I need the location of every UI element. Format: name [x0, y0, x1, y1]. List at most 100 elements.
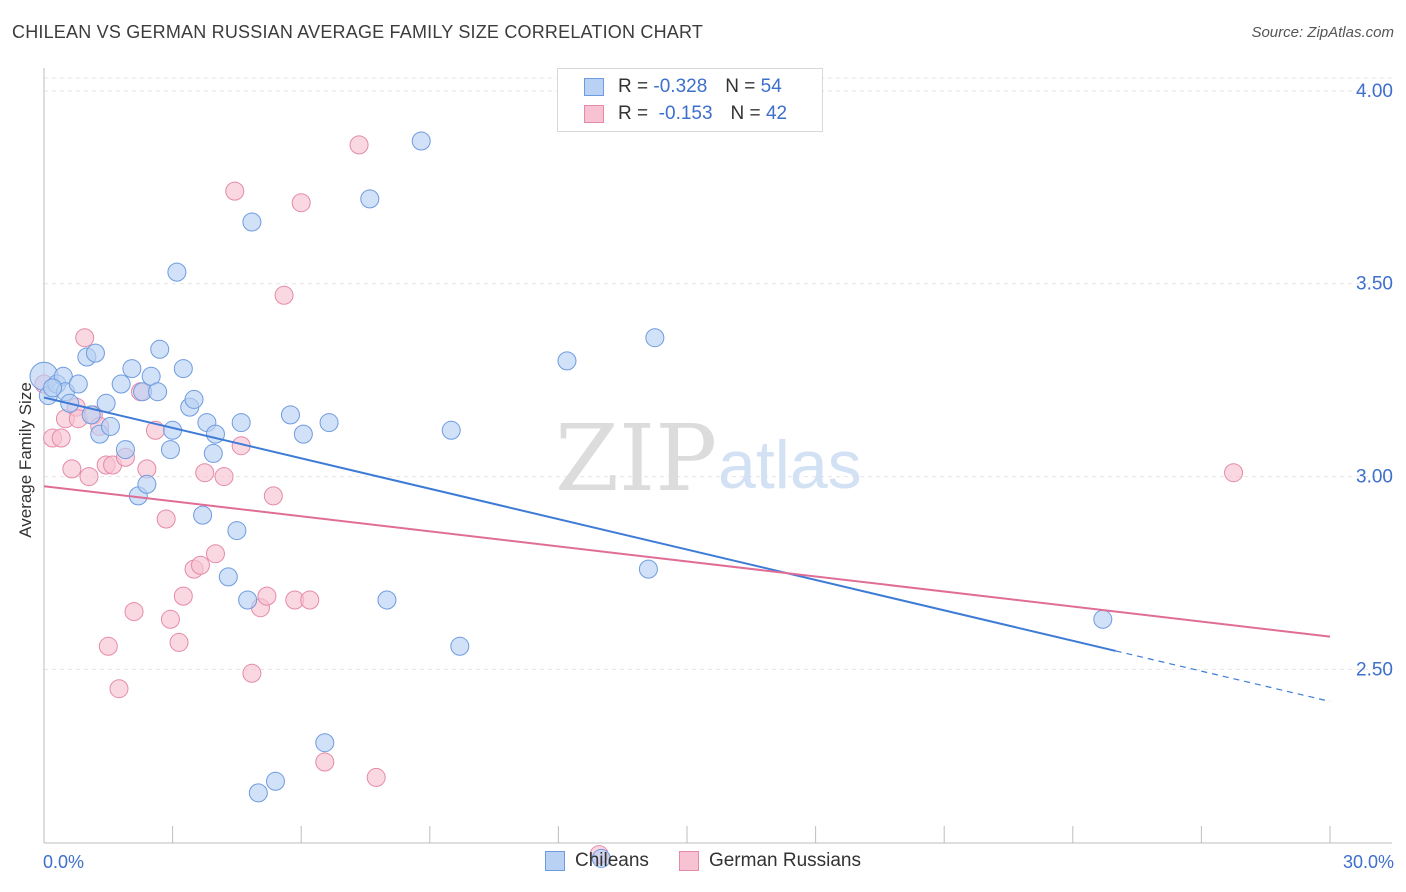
chileans-point-20: [148, 382, 168, 402]
chileans-point-22: [160, 440, 180, 460]
r-label: R =: [618, 76, 649, 97]
chileans-point-32: [218, 567, 238, 587]
y-tick-label: 3.00: [1356, 467, 1393, 488]
german-russians-point-21: [160, 609, 180, 629]
german-russians-point-29: [225, 181, 245, 201]
chileans-legend-swatch: [545, 851, 565, 871]
legend-item-german-russians: German Russians: [678, 850, 861, 872]
chileans-point-36: [242, 212, 262, 232]
german-russians-point-26: [195, 463, 215, 483]
y-tick-label: 2.50: [1356, 659, 1393, 680]
chileans-point-47: [450, 636, 470, 656]
chileans-point-24: [167, 262, 187, 282]
chileans-point-50: [638, 559, 658, 579]
chileans-point-46: [441, 420, 461, 440]
german-russians-point-12: [98, 636, 118, 656]
r-value-german-russians: -0.153: [658, 103, 713, 124]
chileans-point-35: [238, 590, 258, 610]
chileans-point-38: [265, 771, 285, 791]
legend-item-chileans: Chileans: [545, 850, 649, 872]
german-russians-point-20: [156, 509, 176, 529]
chileans-point-12: [100, 416, 120, 436]
german-russians-point-43: [1224, 463, 1244, 483]
n-label: N =: [730, 103, 761, 124]
german-russians-point-7: [75, 328, 95, 348]
chileans-point-33: [227, 521, 247, 541]
chileans-point-30: [203, 443, 223, 463]
german-russians-point-14: [109, 679, 129, 699]
chileans-point-48: [557, 351, 577, 371]
chileans-point-28: [193, 505, 213, 525]
trend-line-german-russians: [43, 485, 1331, 638]
chileans-point-14: [115, 440, 135, 460]
chileans-point-34: [231, 413, 251, 433]
chileans-point-44: [377, 590, 397, 610]
chileans-point-15: [122, 359, 142, 379]
german-russians-point-4: [62, 459, 82, 479]
chileans-point-43: [360, 189, 380, 209]
chileans-point-45: [411, 131, 431, 151]
chileans-point-11: [96, 393, 116, 413]
legend-row-german-russians: R = -0.153 N = 42: [558, 101, 787, 127]
chileans-point-25: [173, 359, 193, 379]
chileans-point-18: [137, 474, 157, 494]
trend-lines: [43, 396, 1331, 703]
x-tick-min: 0.0%: [43, 852, 85, 872]
german-russians-point-22: [169, 632, 189, 652]
chileans-point-6: [68, 374, 88, 394]
axes: [43, 68, 1392, 844]
grid-lines: [44, 77, 1392, 670]
x-tick-max: 30.0%: [1342, 852, 1394, 872]
german-russians-point-38: [300, 590, 320, 610]
chileans-point-40: [293, 424, 313, 444]
german-russians-point-41: [366, 767, 386, 787]
german-russians-point-40: [349, 135, 369, 155]
watermark-atlas: atlas: [718, 427, 862, 503]
chileans-point-37: [248, 783, 268, 803]
german-russians-point-16: [124, 602, 144, 622]
german-russians-point-31: [242, 663, 262, 683]
german-russians-point-27: [205, 544, 225, 564]
chileans-point-21: [150, 339, 170, 359]
chileans-point-41: [315, 733, 335, 753]
german-russians-swatch: [584, 105, 604, 123]
y-tick-label: 3.50: [1356, 274, 1393, 295]
r-label: R =: [618, 103, 649, 124]
chileans-point-52: [1093, 609, 1113, 629]
n-value-chileans: 54: [760, 76, 782, 97]
german-russians-point-25: [190, 555, 210, 575]
legend-label-german-russians: German Russians: [708, 850, 861, 871]
series-legend: Chileans German Russians: [0, 850, 1406, 872]
correlation-legend: R = -0.328 N = 54 R = -0.153 N = 42: [557, 68, 823, 132]
n-label: N =: [725, 76, 756, 97]
y-tick-labels: 4.00 3.50 3.00 2.50: [1356, 81, 1393, 681]
n-value-german-russians: 42: [765, 103, 788, 124]
legend-label-chileans: Chileans: [575, 850, 649, 871]
german-russians-point-37: [291, 193, 311, 213]
german-russians-legend-swatch: [678, 851, 699, 871]
chileans-point-39: [280, 405, 300, 425]
watermark-zip: ZIP: [555, 405, 717, 512]
german-russians-point-34: [263, 486, 283, 506]
chileans-point-13: [111, 374, 131, 394]
chileans-point-53: [43, 378, 63, 398]
german-russians-point-23: [173, 586, 193, 606]
chart-title: CHILEAN VS GERMAN RUSSIAN AVERAGE FAMILY…: [12, 22, 704, 42]
source-credit: Source: ZipAtlas.com: [1251, 24, 1394, 41]
legend-row-chileans: R = -0.328 N = 54: [558, 74, 782, 100]
chileans-point-42: [319, 413, 339, 433]
german-russians-point-2: [51, 428, 71, 448]
german-russians-point-33: [257, 586, 277, 606]
german-russians-point-35: [274, 285, 294, 305]
german-russians-point-8: [79, 467, 99, 487]
german-russians-point-39: [315, 752, 335, 772]
german-russians-point-28: [214, 467, 234, 487]
chileans-point-51: [645, 328, 665, 348]
trend-line-chileans: [43, 396, 1116, 652]
y-axis-label: Average Family Size: [16, 382, 35, 538]
watermark: ZIP atlas: [555, 405, 862, 512]
chileans-point-9: [85, 343, 105, 363]
r-value-chileans: -0.328: [653, 76, 708, 97]
chileans-point-49: [591, 848, 611, 868]
